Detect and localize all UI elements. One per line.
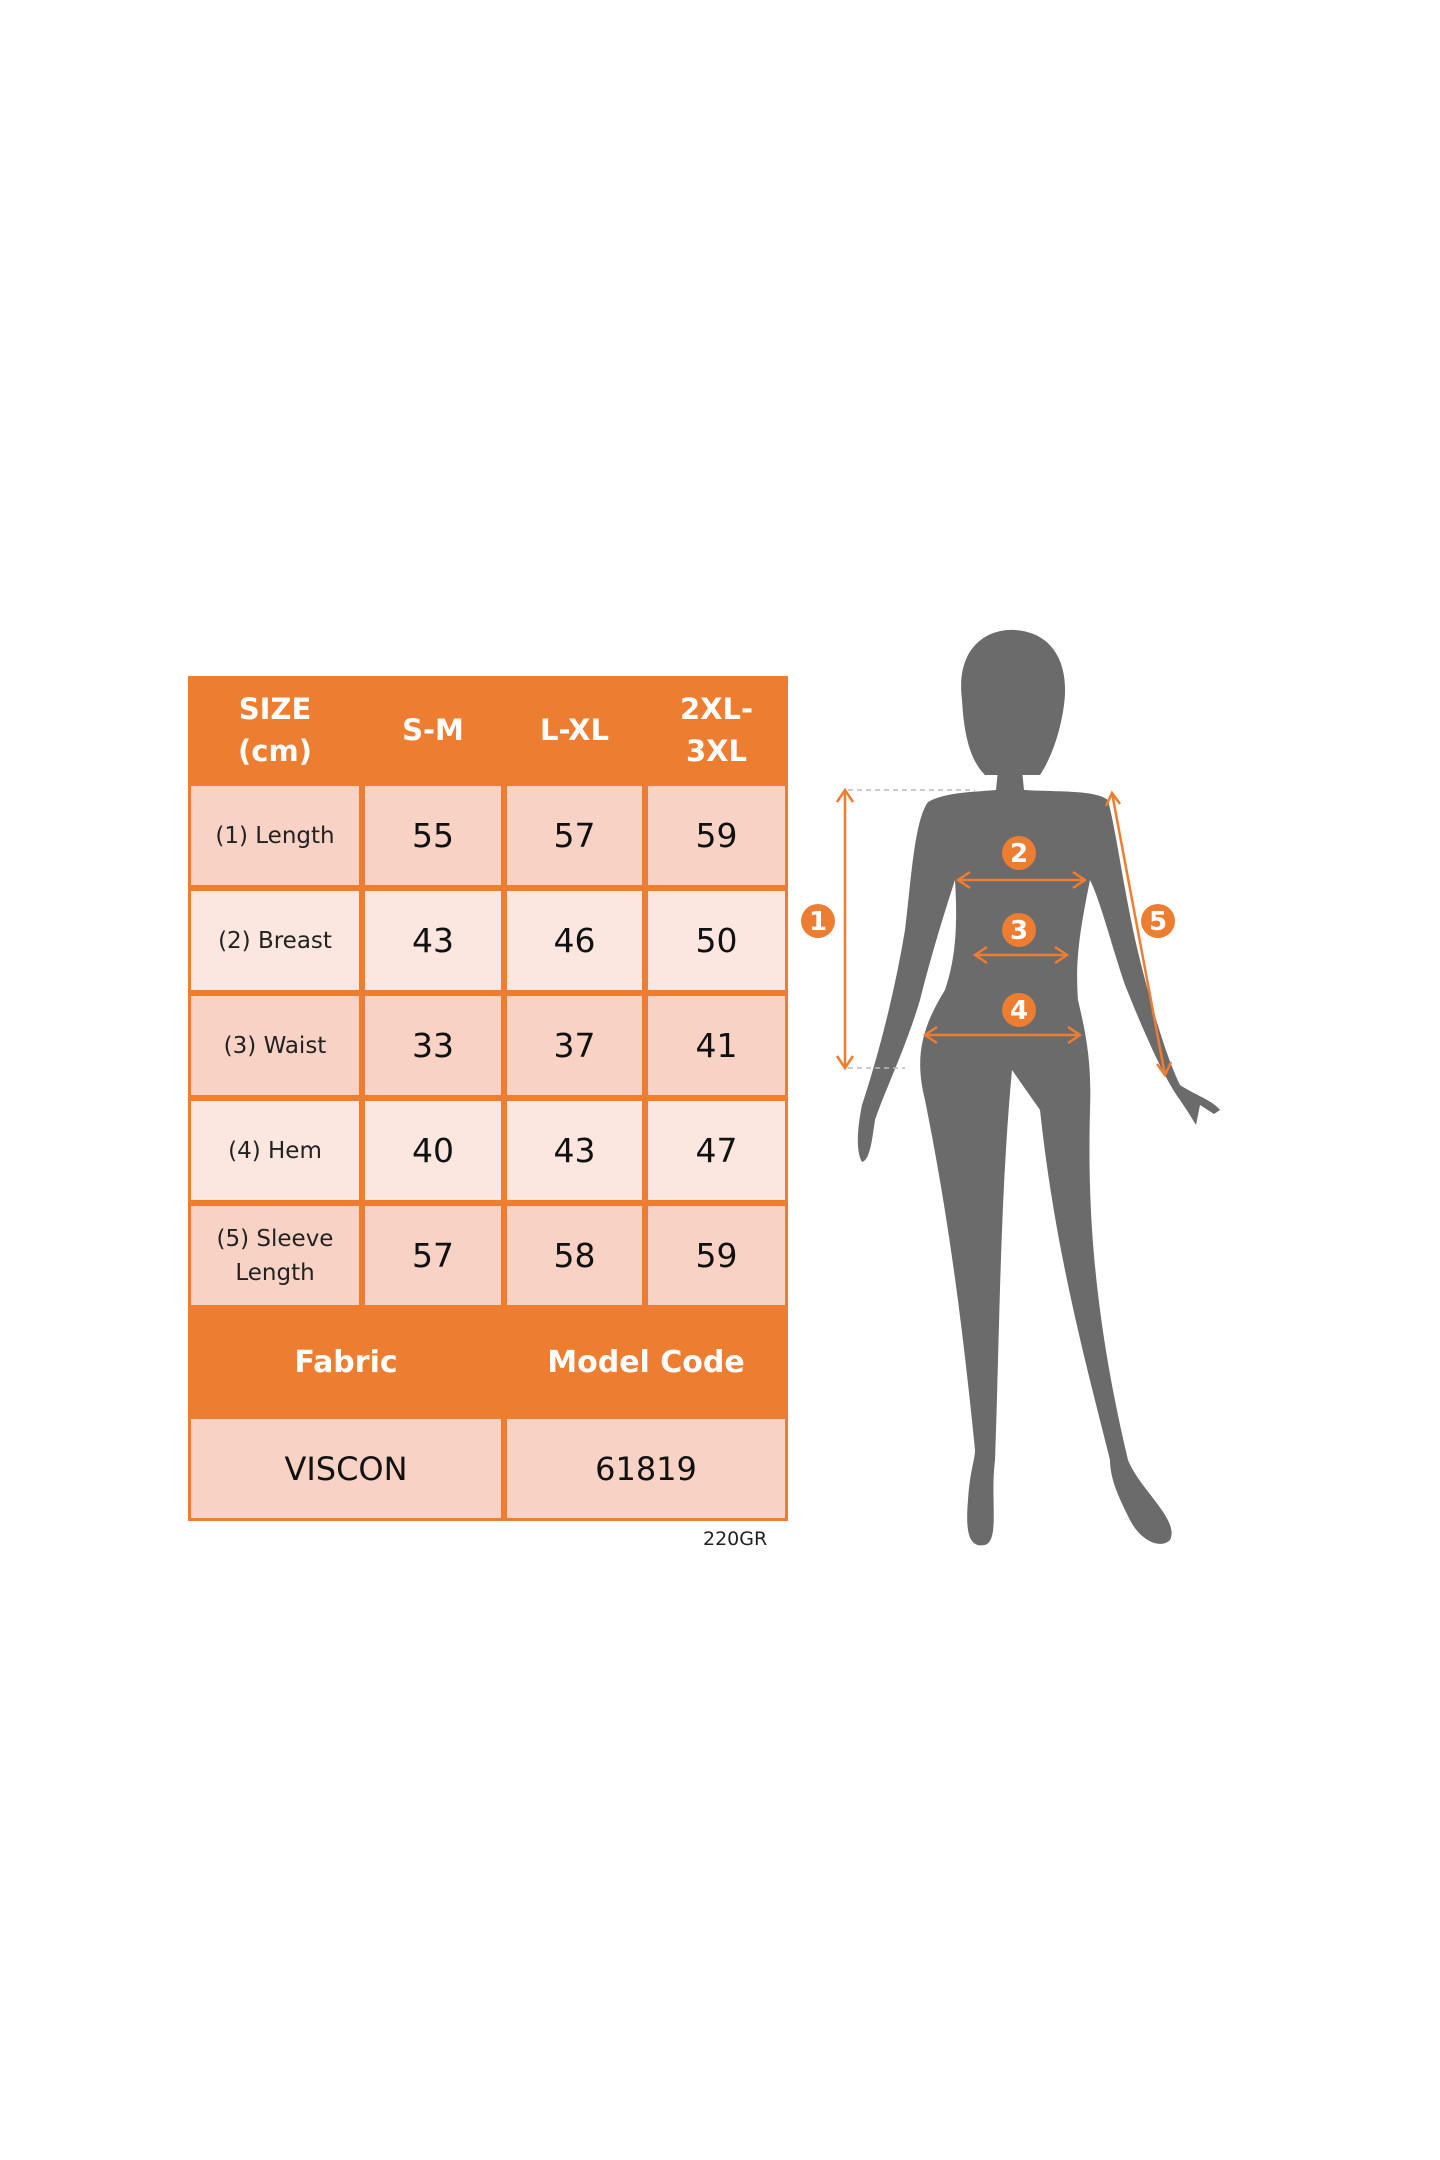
- sleeve-arrow: [1110, 792, 1167, 1076]
- measurement-markers: 1 2 3 4 5: [801, 836, 1175, 1027]
- size-value: 37: [507, 996, 642, 1095]
- svg-text:3: 3: [1010, 916, 1028, 946]
- size-value: 57: [507, 786, 642, 885]
- silhouette: [857, 629, 1220, 1546]
- cell-text: L-XL: [540, 712, 609, 747]
- fabric-header: Fabric: [294, 1344, 398, 1380]
- cell-text: SIZE: [238, 691, 312, 726]
- row-label: (4) Hem: [191, 1101, 359, 1200]
- cell-text: (2) Breast: [218, 927, 332, 954]
- size-value: 46: [507, 891, 642, 990]
- row-label: (1) Length: [191, 786, 359, 885]
- column-header: L-XL: [504, 676, 645, 783]
- hair: [961, 629, 1066, 775]
- size-value: 33: [365, 996, 501, 1095]
- weight-note: 220GR: [703, 1528, 768, 1550]
- size-value: 59: [648, 786, 785, 885]
- measurement-guides: [835, 787, 1173, 1078]
- column-header: 2XL- 3XL: [645, 676, 788, 783]
- cell-text: (1) Length: [215, 822, 335, 849]
- cell-text: Length: [235, 1259, 315, 1286]
- marker-3-icon: 3: [1002, 913, 1036, 947]
- marker-2-icon: 2: [1002, 836, 1036, 870]
- cell-text: 2XL-: [679, 691, 754, 726]
- size-value: 59: [648, 1206, 785, 1305]
- size-value: 41: [648, 996, 785, 1095]
- cell-text: (3) Waist: [223, 1032, 327, 1059]
- svg-text:4: 4: [1010, 996, 1028, 1026]
- model-code-value: 61819: [507, 1419, 785, 1518]
- row-label: (2) Breast: [191, 891, 359, 990]
- size-value: 55: [365, 786, 501, 885]
- cell-text: S-M: [402, 712, 464, 747]
- model-code-header: Model Code: [547, 1344, 745, 1380]
- cell-text: (5) Sleeve: [216, 1225, 334, 1252]
- size-value: 58: [507, 1206, 642, 1305]
- svg-text:1: 1: [809, 907, 827, 937]
- size-value: 47: [648, 1101, 785, 1200]
- svg-text:2: 2: [1010, 839, 1028, 869]
- marker-4-icon: 4: [1002, 993, 1036, 1027]
- size-value: 43: [507, 1101, 642, 1200]
- fabric-value: VISCON: [191, 1419, 501, 1518]
- column-header: SIZE (cm): [188, 676, 362, 783]
- size-value: 50: [648, 891, 785, 990]
- row-label: (5) Sleeve Length: [191, 1206, 359, 1305]
- marker-1-icon: 1: [801, 904, 835, 938]
- column-header: S-M: [362, 676, 504, 783]
- marker-5-icon: 5: [1141, 904, 1175, 938]
- size-value: 40: [365, 1101, 501, 1200]
- svg-text:5: 5: [1149, 907, 1167, 937]
- size-value: 57: [365, 1206, 501, 1305]
- cell-text: (4) Hem: [228, 1137, 322, 1164]
- cell-text: (cm): [238, 733, 312, 768]
- size-chart-table: SIZE (cm) S-M L-XL 2XL- 3XL (1) Length 55 57 59 (2…: [188, 676, 788, 1521]
- size-value: 43: [365, 891, 501, 990]
- body: [857, 770, 1220, 1546]
- row-label: (3) Waist: [191, 996, 359, 1095]
- cell-text: 3XL: [685, 733, 748, 768]
